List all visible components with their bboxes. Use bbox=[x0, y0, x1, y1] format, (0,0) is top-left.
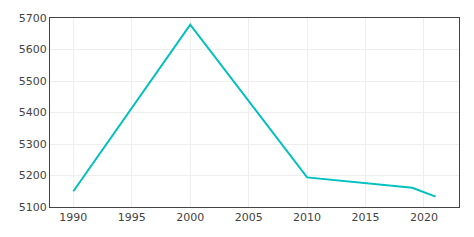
svg-text:5400: 5400 bbox=[19, 106, 47, 119]
svg-text:5500: 5500 bbox=[19, 75, 47, 88]
svg-text:2015: 2015 bbox=[352, 211, 380, 224]
svg-text:5100: 5100 bbox=[19, 201, 47, 214]
svg-text:1995: 1995 bbox=[118, 211, 146, 224]
svg-text:5700: 5700 bbox=[19, 12, 47, 25]
svg-text:2020: 2020 bbox=[410, 211, 438, 224]
svg-text:5300: 5300 bbox=[19, 138, 47, 151]
svg-text:2005: 2005 bbox=[235, 211, 263, 224]
svg-text:1990: 1990 bbox=[59, 211, 87, 224]
svg-text:2010: 2010 bbox=[293, 211, 321, 224]
svg-text:5600: 5600 bbox=[19, 43, 47, 56]
svg-text:5200: 5200 bbox=[19, 169, 47, 182]
svg-text:2000: 2000 bbox=[176, 211, 204, 224]
